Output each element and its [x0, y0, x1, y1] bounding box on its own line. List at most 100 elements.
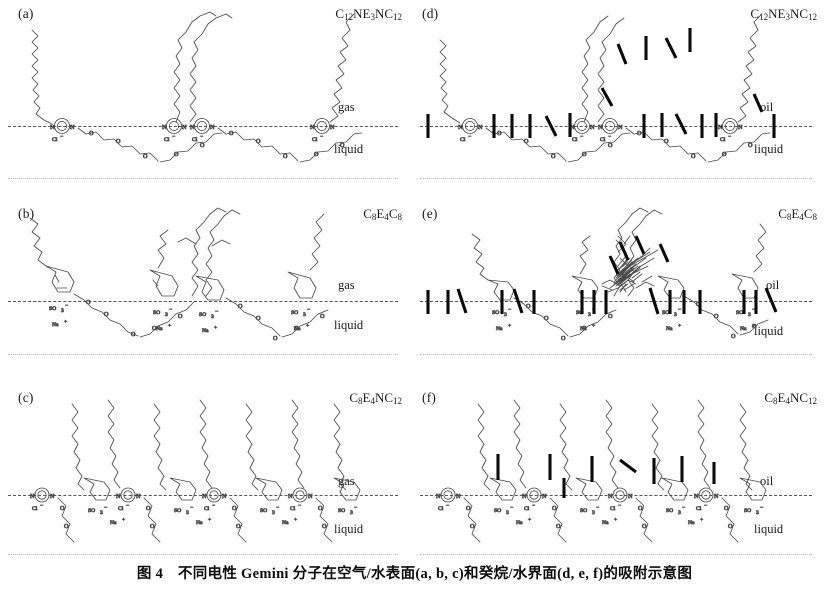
svg-text:Cl: Cl: [572, 137, 578, 143]
svg-text:N: N: [190, 124, 195, 131]
svg-text:3: 3: [504, 312, 507, 318]
svg-text:N: N: [718, 124, 723, 131]
phase-lower-d: liquid: [754, 142, 784, 156]
phase-lower-a: liquid: [334, 142, 364, 156]
svg-text:SO: SO: [492, 310, 499, 316]
svg-text:Na: Na: [666, 326, 673, 332]
svg-text:O: O: [232, 505, 237, 512]
phase-lower-b: liquid: [334, 318, 364, 332]
svg-text:O: O: [731, 333, 736, 340]
svg-text:−: −: [40, 503, 43, 509]
svg-text:3: 3: [756, 510, 759, 516]
svg-text:O: O: [551, 153, 556, 160]
svg-text:Na: Na: [110, 520, 117, 526]
svg-text:O: O: [664, 138, 669, 145]
svg-text:O: O: [556, 523, 561, 530]
formula-label-c: C8E4NC12: [349, 390, 402, 406]
svg-text:3: 3: [592, 510, 595, 516]
svg-text:O: O: [642, 523, 647, 530]
svg-text:−: −: [760, 505, 763, 511]
svg-text:Cl: Cl: [118, 506, 124, 512]
svg-text:Cl: Cl: [52, 137, 58, 143]
svg-text:Cl: Cl: [438, 506, 444, 512]
svg-text:+: +: [752, 323, 755, 329]
interface-line-b: [8, 301, 398, 302]
svg-text:O: O: [283, 153, 288, 160]
bulk-boundary-d: [420, 178, 812, 179]
svg-text:N: N: [30, 493, 35, 500]
phase-upper-b: gas: [338, 278, 355, 292]
svg-text:Na: Na: [740, 326, 747, 332]
svg-text:O: O: [294, 325, 299, 332]
svg-text:+: +: [214, 325, 217, 331]
svg-text:O: O: [722, 151, 727, 158]
svg-text:O: O: [728, 523, 733, 530]
figure-caption: 图 4 不同电性 Gemini 分子在空气/水表面(a, b, c)和癸烷/水界…: [136, 566, 693, 582]
svg-text:Na: Na: [282, 520, 289, 526]
svg-text:N: N: [182, 124, 187, 131]
svg-text:+: +: [614, 517, 617, 523]
svg-text:3: 3: [588, 312, 591, 318]
svg-text:Cl: Cl: [32, 506, 38, 512]
svg-text:O: O: [131, 331, 136, 338]
svg-text:Na: Na: [516, 520, 523, 526]
svg-text:Cl: Cl: [290, 506, 296, 512]
formula-label-f: C8E4NC12: [764, 390, 817, 406]
svg-text:SO: SO: [49, 306, 56, 312]
svg-text:O: O: [470, 523, 475, 530]
svg-text:−: −: [190, 505, 193, 511]
svg-text:Cl: Cl: [460, 137, 466, 143]
svg-text:N: N: [714, 493, 719, 500]
bulk-boundary-a: [8, 178, 398, 179]
phase-lower-f: liquid: [754, 522, 784, 536]
svg-text:−: −: [704, 503, 707, 509]
svg-text:O: O: [544, 315, 549, 322]
panel-label-c: (c): [18, 390, 34, 405]
svg-text:O: O: [229, 130, 234, 137]
svg-text:−: −: [104, 505, 107, 511]
svg-text:N: N: [436, 493, 441, 500]
svg-text:3: 3: [211, 314, 214, 320]
svg-text:O: O: [724, 505, 729, 512]
svg-text:SO: SO: [666, 508, 673, 514]
svg-text:−: −: [172, 134, 175, 140]
svg-text:SO: SO: [338, 508, 345, 514]
panel-label-d: (d): [422, 6, 439, 21]
svg-text:N: N: [608, 493, 613, 500]
svg-text:N: N: [738, 124, 743, 131]
svg-text:O: O: [340, 142, 345, 149]
svg-text:N: N: [628, 493, 633, 500]
svg-text:O: O: [638, 505, 643, 512]
svg-text:O: O: [582, 325, 587, 332]
svg-text:O: O: [497, 130, 502, 137]
svg-text:Na: Na: [580, 326, 587, 332]
svg-text:O: O: [608, 313, 613, 320]
svg-text:−: −: [752, 307, 755, 313]
svg-text:−: −: [60, 134, 63, 140]
bulk-boundary-b: [8, 354, 398, 355]
svg-text:N: N: [162, 124, 167, 131]
svg-text:N: N: [458, 124, 463, 131]
svg-text:O: O: [552, 505, 557, 512]
svg-text:O: O: [466, 505, 471, 512]
svg-text:O: O: [322, 523, 327, 530]
panel-a: (a) C12NE3NC12 gas liquid N N Cl − O O O: [0, 0, 414, 196]
svg-text:SO: SO: [576, 310, 583, 316]
formula-label-d: C12NE3NC12: [750, 6, 817, 22]
oil-molecules-f: [496, 454, 716, 498]
formula-label-b: C8E4C8: [363, 206, 402, 222]
svg-text:Na: Na: [202, 328, 209, 334]
svg-text:O: O: [714, 313, 719, 320]
svg-text:N: N: [598, 124, 603, 131]
molecule-drawing-b: SO 3− Na + O O O O O SO 3− Na +: [29, 207, 329, 342]
svg-text:Cl: Cl: [720, 137, 726, 143]
svg-text:O: O: [143, 153, 148, 160]
bulk-boundary-f: [420, 554, 812, 555]
svg-text:3: 3: [100, 510, 103, 516]
interface-line-e: [420, 301, 812, 302]
